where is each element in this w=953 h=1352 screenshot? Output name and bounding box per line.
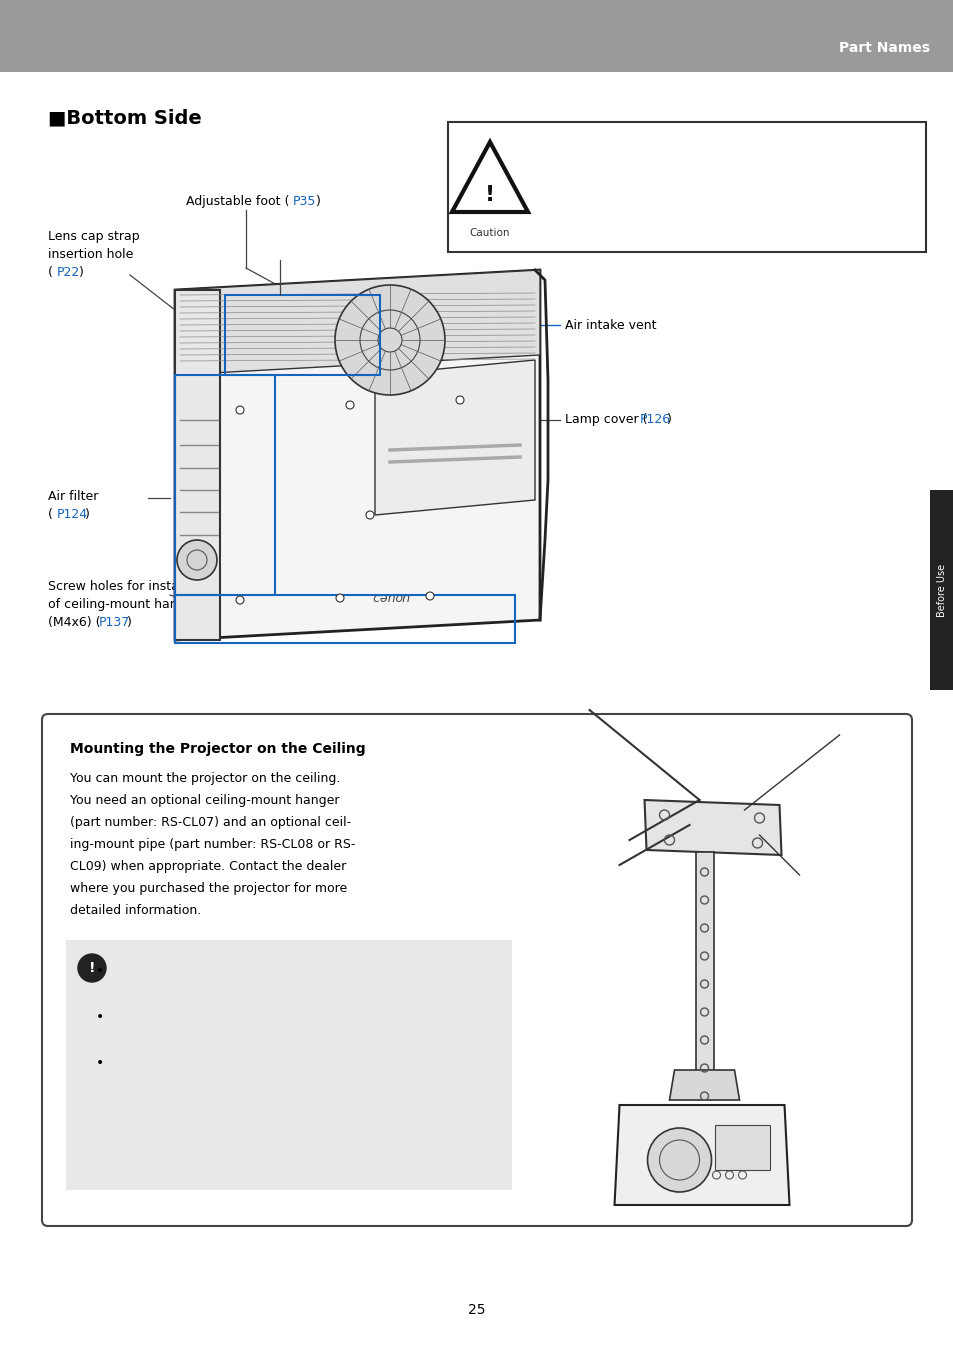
Text: menu. (: menu. ( [113, 1109, 161, 1121]
Text: mount hanger by yourself.: mount hanger by yourself. [113, 1026, 276, 1038]
Circle shape [456, 396, 463, 404]
Text: Make sure to use the optional ceiling-: Make sure to use the optional ceiling- [113, 963, 344, 975]
Text: P83: P83 [148, 1109, 171, 1121]
Text: Lens cap strap: Lens cap strap [48, 230, 139, 243]
Text: ): ) [162, 1109, 167, 1121]
Text: mount hanger.: mount hanger. [113, 980, 204, 992]
Text: P22: P22 [57, 266, 80, 279]
FancyBboxPatch shape [42, 714, 911, 1226]
Text: You can mount the projector on the ceiling.: You can mount the projector on the ceili… [70, 772, 340, 786]
FancyBboxPatch shape [0, 0, 953, 72]
Bar [448, 122, 925, 251]
Text: ): ) [127, 617, 132, 629]
Polygon shape [669, 1069, 739, 1101]
Text: Mounting the Projector on the Ceiling: Mounting the Projector on the Ceiling [70, 742, 365, 756]
Text: you have to invert the projected image: you have to invert the projected image [113, 1072, 354, 1086]
Bar [174, 375, 274, 595]
Text: !: ! [89, 961, 95, 975]
Polygon shape [644, 800, 781, 854]
Bar [174, 595, 515, 644]
Text: 25: 25 [468, 1303, 485, 1317]
Text: Lamp cover (: Lamp cover ( [564, 412, 647, 426]
Text: (: ( [48, 508, 52, 521]
Circle shape [647, 1128, 711, 1192]
Text: ): ) [85, 508, 90, 521]
Circle shape [335, 594, 344, 602]
Circle shape [426, 592, 434, 600]
Text: You should never install the ceiling-: You should never install the ceiling- [113, 1009, 331, 1021]
Text: •: • [95, 1010, 104, 1023]
Text: P35: P35 [293, 195, 316, 208]
Text: ): ) [666, 412, 671, 426]
Bar [225, 295, 379, 375]
Bar [66, 940, 512, 1190]
Polygon shape [174, 270, 539, 375]
Text: ): ) [79, 266, 84, 279]
Polygon shape [614, 1105, 789, 1205]
Text: Screw holes for installation: Screw holes for installation [48, 580, 217, 594]
Circle shape [177, 539, 216, 580]
Text: of ceiling-mount hanger: of ceiling-mount hanger [48, 598, 198, 611]
Polygon shape [174, 289, 220, 639]
Text: ■Bottom Side: ■Bottom Side [48, 108, 201, 127]
Text: P124: P124 [57, 508, 88, 521]
Text: If you mount the projector on the ceiling,: If you mount the projector on the ceilin… [113, 1055, 366, 1067]
Text: Air filter: Air filter [48, 489, 98, 503]
Circle shape [78, 955, 106, 982]
Text: !: ! [484, 185, 495, 206]
Circle shape [235, 596, 244, 604]
Text: to do so will result in fire hazards: to do so will result in fire hazards [547, 162, 743, 174]
Text: P126: P126 [639, 412, 670, 426]
Text: Part Names: Part Names [838, 41, 929, 55]
Text: (: ( [48, 266, 52, 279]
Text: You need an optional ceiling-mount hanger: You need an optional ceiling-mount hange… [70, 794, 339, 807]
Text: Rear adjustable foot: Rear adjustable foot [294, 580, 421, 594]
Text: Before Use: Before Use [936, 564, 946, 617]
Circle shape [366, 511, 374, 519]
Text: Adjustable foot (: Adjustable foot ( [186, 195, 289, 208]
Text: ): ) [315, 195, 320, 208]
Text: (M4x6) (: (M4x6) ( [48, 617, 100, 629]
Text: insertion hole: insertion hole [48, 247, 133, 261]
Text: CL09) when appropriate. Contact the dealer: CL09) when appropriate. Contact the deal… [70, 860, 346, 873]
Text: uoueɔ: uoueɔ [371, 589, 409, 603]
Text: (part number: RS-CL07) and an optional ceil-: (part number: RS-CL07) and an optional c… [70, 817, 351, 829]
Text: where you purchased the projector for more: where you purchased the projector for mo… [70, 882, 347, 895]
Text: detailed information.: detailed information. [70, 904, 201, 917]
Bar [695, 852, 713, 1090]
Text: P137: P137 [99, 617, 131, 629]
Bar [714, 1125, 769, 1169]
Text: ing-mount pipe (part number: RS-CL08 or RS-: ing-mount pipe (part number: RS-CL08 or … [70, 838, 355, 850]
Circle shape [346, 402, 354, 410]
Text: Do not block the air intake. Failure: Do not block the air intake. Failure [547, 141, 751, 153]
Polygon shape [375, 360, 535, 515]
Text: Air intake vent: Air intake vent [564, 319, 656, 333]
Text: by selecting [Image flip H/V] from the: by selecting [Image flip H/V] from the [113, 1090, 345, 1103]
Circle shape [335, 285, 444, 395]
Text: •: • [95, 1056, 104, 1069]
Circle shape [235, 406, 244, 414]
Text: Caution: Caution [469, 228, 510, 238]
Polygon shape [174, 270, 539, 639]
Text: •: • [95, 964, 104, 977]
Text: or malfunctions.: or malfunctions. [547, 184, 643, 197]
Text: (for fine adjustment): (for fine adjustment) [294, 598, 424, 611]
Bar [929, 489, 953, 690]
